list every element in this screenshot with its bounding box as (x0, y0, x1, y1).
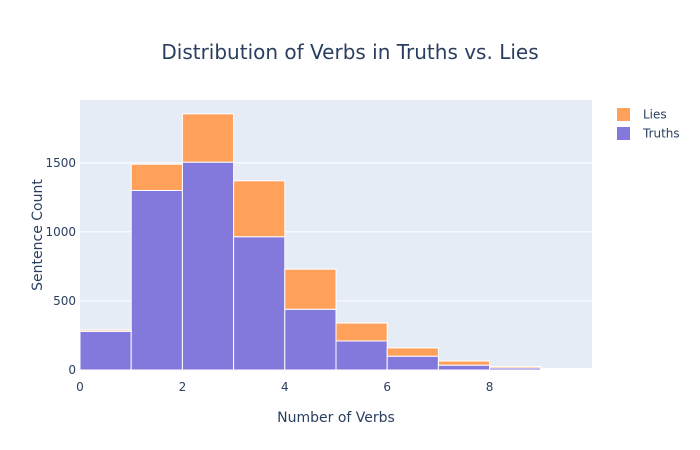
x-axis-title: Number of Verbs (277, 410, 395, 426)
y-tick-label-2: 1000 (45, 225, 76, 239)
bar-lies-8 (489, 366, 542, 369)
plot-area (79, 100, 593, 371)
y-axis-title: Sentence Count (30, 179, 46, 291)
bar-lies-0 (79, 329, 132, 332)
x-tick-label-0: 0 (76, 380, 84, 394)
bar-lies-4 (284, 268, 337, 310)
y-tick-label-3: 1500 (45, 156, 76, 170)
y-axis-ticks: 0 500 1000 1500 (45, 156, 76, 377)
x-tick-label-4: 8 (486, 380, 494, 394)
bar-truths-4 (284, 308, 337, 371)
bar-lies-5 (335, 322, 388, 342)
y-tick-label-1: 500 (53, 294, 76, 308)
x-axis-ticks: 0 2 4 6 8 (76, 380, 493, 394)
legend: Lies Truths (617, 108, 680, 141)
bar-truths-2 (181, 161, 235, 371)
bar-lies-1 (130, 163, 183, 191)
bar-truths-6 (386, 355, 439, 371)
legend-swatch-lies[interactable] (617, 108, 630, 121)
bar-truths-7 (437, 364, 491, 371)
x-tick-label-1: 2 (179, 380, 187, 394)
x-tick-label-3: 6 (383, 380, 391, 394)
bar-lies-7 (437, 360, 491, 366)
bar-lies-6 (386, 347, 439, 357)
bar-truths-3 (233, 236, 286, 371)
x-tick-label-2: 4 (281, 380, 289, 394)
bar-lies-9 (540, 368, 593, 370)
legend-label-lies[interactable]: Lies (643, 108, 667, 122)
bar-lies-2 (181, 113, 235, 163)
legend-swatch-truths[interactable] (617, 127, 630, 140)
bar-lies-3 (233, 180, 286, 238)
bar-truths-5 (335, 340, 388, 371)
chart-title: Distribution of Verbs in Truths vs. Lies (161, 40, 538, 64)
bar-truths-0 (79, 330, 132, 371)
bar-truths-1 (130, 189, 183, 371)
bars (79, 113, 593, 371)
y-tick-label-0: 0 (68, 363, 76, 377)
legend-label-truths[interactable]: Truths (642, 127, 680, 141)
